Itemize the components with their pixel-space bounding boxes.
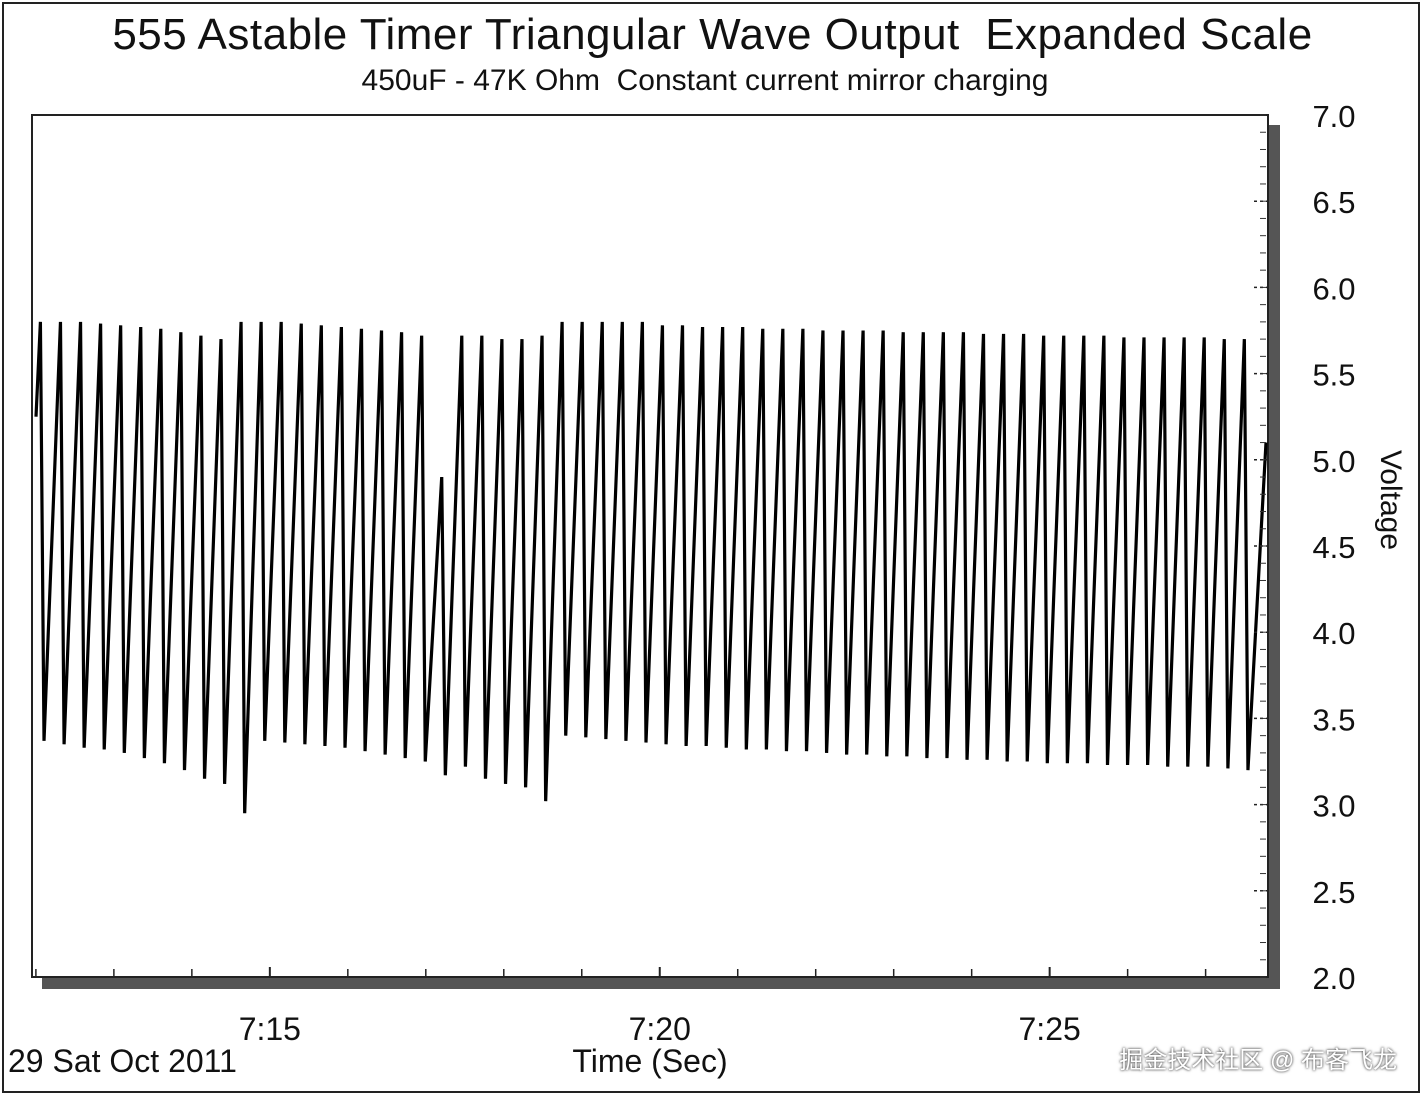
- y-axis-label: Voltage: [1374, 449, 1407, 551]
- plot-shadow-right: [1268, 125, 1280, 989]
- x-axis-label: Time (Sec): [572, 1043, 728, 1079]
- series-layer: [34, 321, 1268, 814]
- chart-title: 555 Astable Timer Triangular Wave Output…: [112, 10, 1313, 59]
- y-tick-label: 7.0: [1312, 99, 1355, 134]
- x-tick-label: 7:25: [1019, 1011, 1081, 1047]
- voltage-series-line: [34, 321, 1268, 814]
- plot-area: [31, 114, 1269, 978]
- y-tick-label: 4.5: [1312, 530, 1355, 565]
- y-tick-label: 5.0: [1312, 444, 1355, 479]
- chart-subtitle: 450uF - 47K Ohm Constant current mirror …: [361, 64, 1049, 97]
- watermark-text: 掘金技术社区 @ 布客飞龙: [1119, 1047, 1397, 1074]
- tick-layer: 7.0 6.5 6.0 5.5 5.0 4.5 4.0 3.5 3.0 2.5 2.0 7:15 7:2…: [35, 99, 1356, 1047]
- y-tick-label: 2.0: [1312, 961, 1355, 996]
- y-tick-label: 5.5: [1312, 358, 1355, 393]
- y-tick-label: 2.5: [1312, 875, 1355, 910]
- y-tick-label: 3.5: [1312, 702, 1355, 737]
- y-tick-label: 4.0: [1312, 616, 1355, 651]
- x-tick-label: 7:15: [239, 1011, 301, 1047]
- axes-layer: [31, 114, 1280, 989]
- y-tick-label: 6.0: [1312, 271, 1355, 306]
- y-tick-label: 6.5: [1312, 185, 1355, 220]
- plot-shadow-bottom: [42, 977, 1280, 989]
- date-label: 29 Sat Oct 2011: [8, 1043, 237, 1079]
- y-tick-label: 3.0: [1312, 789, 1355, 824]
- x-tick-label: 7:20: [629, 1011, 691, 1047]
